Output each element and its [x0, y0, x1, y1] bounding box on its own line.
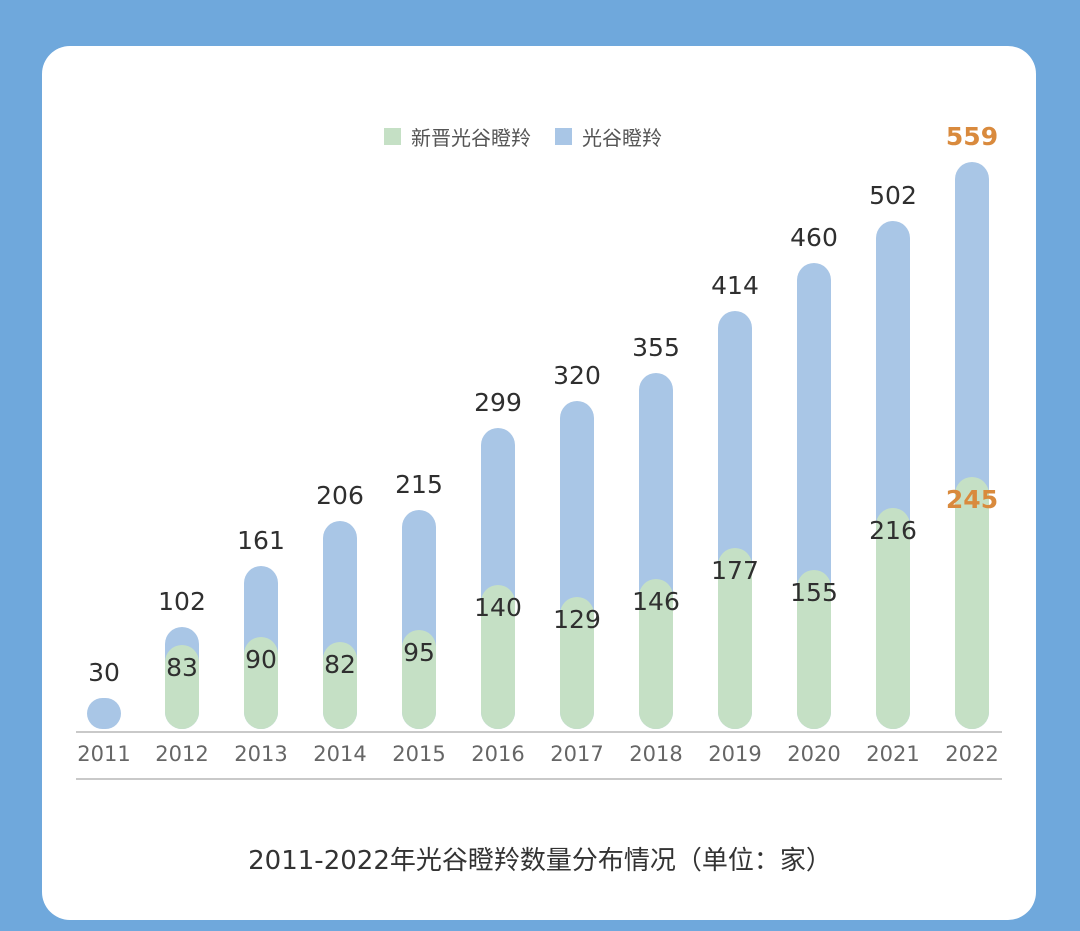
bar-new-segment-2017: [560, 597, 594, 729]
legend-label-total: 光谷瞪羚: [582, 126, 662, 150]
bar-2015: [402, 510, 436, 729]
x-tick-label: 2017: [550, 742, 604, 766]
x-tick-label: 2022: [945, 742, 999, 766]
new-value-label: 90: [245, 645, 277, 674]
bar-2017: [560, 401, 594, 729]
bar-new-segment-2016: [481, 585, 515, 729]
bar-new-segment-2022: [955, 477, 989, 729]
x-tick-label: 2019: [708, 742, 762, 766]
x-tick-label: 2011: [77, 742, 131, 766]
chart-caption: 2011-2022年光谷瞪羚数量分布情况（单位：家）: [248, 846, 832, 876]
bar-2020: [797, 263, 831, 729]
total-value-label: 460: [790, 223, 838, 252]
new-value-label: 177: [711, 556, 759, 585]
x-tick-label: 2013: [234, 742, 288, 766]
x-tick-label: 2018: [629, 742, 683, 766]
bar-2018: [639, 373, 673, 729]
x-tick-label: 2016: [471, 742, 525, 766]
legend-swatch-new: [384, 128, 401, 145]
bar-new-segment-2014: [323, 642, 357, 729]
new-value-label: 82: [324, 650, 356, 679]
new-value-label: 83: [166, 653, 198, 682]
bar-2022: [955, 162, 989, 729]
x-tick-label: 2021: [866, 742, 920, 766]
new-value-label: 129: [553, 605, 601, 634]
x-tick-label: 2012: [155, 742, 209, 766]
total-value-label: 161: [237, 526, 285, 555]
total-value-label: 215: [395, 470, 443, 499]
bar-new-segment-2013: [244, 637, 278, 729]
legend-item-total: 光谷瞪羚: [555, 122, 662, 151]
bar-new-segment-2019: [718, 548, 752, 729]
legend-label-new: 新晋光谷瞪羚: [411, 126, 531, 150]
new-value-label: 245: [945, 485, 999, 514]
bar-2021: [876, 221, 910, 729]
bar-2019: [718, 311, 752, 729]
legend-swatch-total: [555, 128, 572, 145]
x-tick-label: 2015: [392, 742, 446, 766]
bar-2012: [165, 627, 199, 729]
x-axis-line: [76, 731, 1002, 733]
new-value-label: 216: [869, 516, 917, 545]
chart-card: [42, 46, 1036, 920]
new-value-label: 95: [403, 638, 435, 667]
total-value-label: 414: [711, 271, 759, 300]
x-tick-label: 2014: [313, 742, 367, 766]
bar-2013: [244, 566, 278, 729]
bar-new-segment-2021: [876, 508, 910, 729]
bar-new-segment-2020: [797, 570, 831, 729]
total-value-label: 299: [474, 388, 522, 417]
bar-2014: [323, 521, 357, 729]
total-value-label: 102: [158, 587, 206, 616]
new-value-label: 140: [474, 593, 522, 622]
bar-new-segment-2012: [165, 645, 199, 729]
bar-2016: [481, 428, 515, 729]
bar-new-segment-2018: [639, 579, 673, 729]
x-tick-label: 2020: [787, 742, 841, 766]
total-value-label: 502: [869, 181, 917, 210]
legend-item-new: 新晋光谷瞪羚: [384, 122, 531, 151]
total-value-label: 206: [316, 481, 364, 510]
chart-legend: 新晋光谷瞪羚 光谷瞪羚: [384, 122, 686, 151]
total-value-label: 30: [88, 658, 120, 687]
new-value-label: 155: [790, 578, 838, 607]
total-value-label: 355: [632, 333, 680, 362]
x-axis-bottom-line: [76, 778, 1002, 780]
new-value-label: 146: [632, 587, 680, 616]
bar-new-segment-2015: [402, 630, 436, 729]
bar-2011: [87, 698, 121, 729]
total-value-label: 320: [553, 361, 601, 390]
total-value-label: 559: [945, 122, 999, 151]
